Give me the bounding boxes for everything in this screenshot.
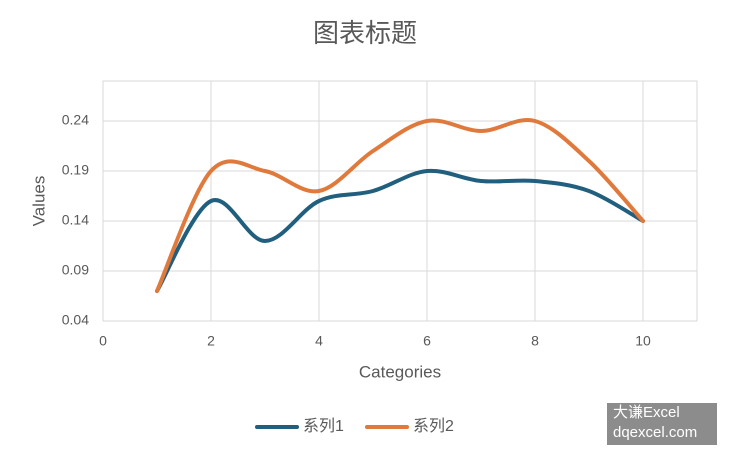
y-tick-label: 0.04: [62, 312, 89, 328]
x-tick-label: 10: [635, 333, 651, 349]
legend-label: 系列2: [413, 417, 454, 435]
watermark: dqexcel.com: [613, 424, 697, 441]
x-tick-label: 6: [423, 333, 431, 349]
x-tick-label: 2: [207, 333, 215, 349]
x-tick-label: 0: [99, 333, 107, 349]
x-tick-label: 4: [315, 333, 323, 349]
series-line: [155, 168, 645, 293]
watermark: 大谦Excel: [613, 404, 680, 421]
legend-label: 系列1: [303, 417, 344, 435]
y-axis-label: Values: [29, 176, 48, 227]
chart-title: 图表标题: [313, 18, 417, 48]
x-axis-label: Categories: [359, 362, 441, 381]
y-tick-label: 0.09: [62, 262, 89, 278]
y-tick-label: 0.24: [62, 112, 89, 128]
y-tick-label: 0.19: [62, 162, 89, 178]
series-line: [155, 117, 645, 293]
x-tick-label: 8: [531, 333, 539, 349]
y-tick-label: 0.14: [62, 212, 89, 228]
watermark-box: [607, 403, 717, 445]
